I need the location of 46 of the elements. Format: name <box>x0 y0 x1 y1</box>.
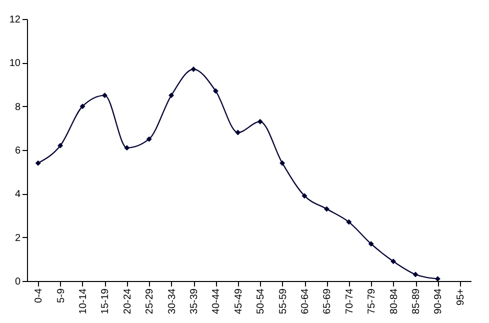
y-tick-label: 4 <box>14 189 21 200</box>
x-tick-label: 45-49 <box>233 288 244 314</box>
point <box>346 219 352 225</box>
y-tick-label: 12 <box>9 14 21 26</box>
x-tick-label: 5-9 <box>56 288 67 303</box>
x-tick-label: 75-79 <box>366 288 378 314</box>
point <box>434 276 440 282</box>
y-tick-label: 8 <box>14 102 21 113</box>
point <box>412 272 418 278</box>
x-tick-label: 65-69 <box>322 288 334 314</box>
y-tick-label: 0 <box>14 276 21 288</box>
y-tick-label: 6 <box>14 146 21 156</box>
point <box>146 136 152 142</box>
point <box>35 160 41 166</box>
point <box>257 118 263 124</box>
point <box>58 142 64 148</box>
x-tick-label: 50-54 <box>256 288 267 314</box>
x-tick-label: 70-74 <box>344 288 356 314</box>
point <box>235 130 241 136</box>
x-tick-label: 30-34 <box>166 288 178 314</box>
point <box>390 258 396 264</box>
point <box>324 206 330 212</box>
point <box>280 160 286 166</box>
y-tick-label: 10 <box>9 58 21 70</box>
point <box>124 145 130 151</box>
x-tick-label: 15-19 <box>100 288 112 314</box>
x-tick-label: 40-44 <box>211 288 222 314</box>
x-tick-label: 90-94 <box>433 288 444 314</box>
x-tick-label: 35-39 <box>189 288 200 314</box>
x-tick-label: 25-29 <box>144 288 156 314</box>
x-tick-label: 55-59 <box>278 288 289 314</box>
x-tick-label: 10-14 <box>78 288 89 314</box>
point <box>190 66 196 72</box>
x-tick-label: 95+ <box>455 288 466 306</box>
x-tick-label: 80-84 <box>388 288 400 314</box>
point <box>302 193 308 199</box>
point <box>212 88 218 94</box>
x-tick-label: 0-4 <box>34 288 45 303</box>
y-tick-label: 2 <box>14 232 21 244</box>
point <box>168 92 174 98</box>
point <box>80 104 86 110</box>
point <box>368 241 374 247</box>
x-tick-label: 60-64 <box>300 288 311 314</box>
x-tick-label: 85-89 <box>411 288 422 314</box>
x-tick-label: 20-24 <box>122 288 134 314</box>
point <box>102 92 108 98</box>
